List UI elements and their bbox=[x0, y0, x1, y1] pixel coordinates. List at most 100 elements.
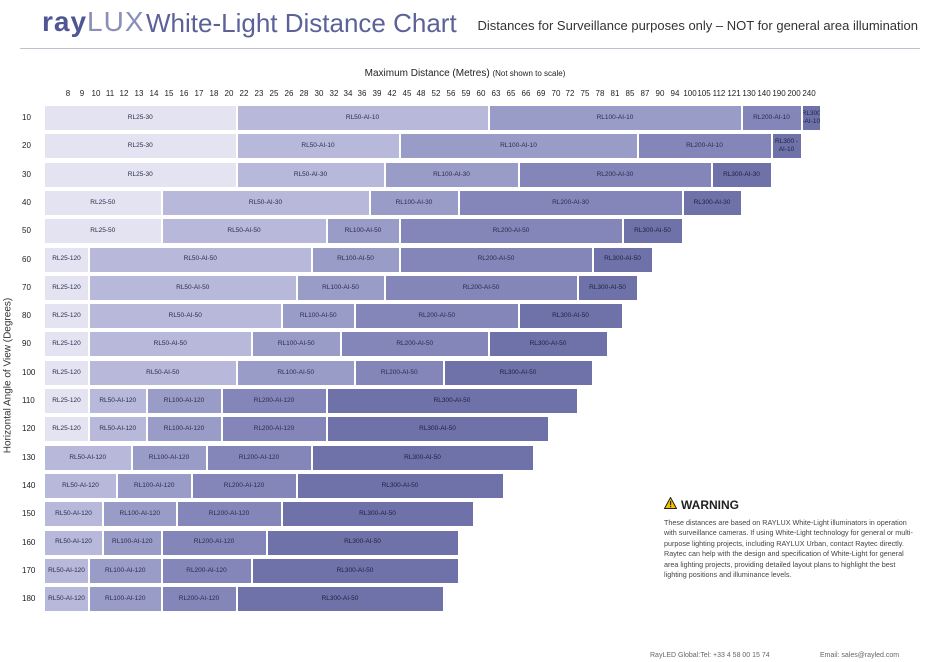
range-bar-segment: RL50-AI-10 bbox=[236, 133, 400, 160]
range-bar-segment: RL100-AI-120 bbox=[146, 416, 222, 443]
range-bar-segment: RL25-120 bbox=[44, 303, 89, 330]
range-bar-segment: RL25-30 bbox=[44, 105, 237, 131]
range-bar-segment: RL200-AI-120 bbox=[161, 586, 237, 613]
x-tick-label: 22 bbox=[239, 89, 249, 98]
warning-triangle-icon bbox=[663, 496, 678, 512]
range-bar-segment: RL50-AI-120 bbox=[44, 501, 103, 528]
range-bar-segment: RL25-120 bbox=[44, 274, 89, 301]
range-bar-segment: RL50-AI-30 bbox=[236, 161, 385, 188]
range-bar-segment: RL25-120 bbox=[44, 359, 89, 386]
range-bar-segment: RL50-AI-120 bbox=[44, 444, 132, 471]
range-bar-segment: RL300-AI-50 bbox=[281, 501, 474, 528]
x-tick-label: 75 bbox=[580, 89, 590, 98]
page-title: White-Light Distance Chart bbox=[146, 8, 457, 38]
x-axis-note: (Not shown to scale) bbox=[492, 69, 566, 78]
y-tick-label: 170 bbox=[22, 565, 36, 575]
range-bar-segment: RL25-30 bbox=[44, 133, 237, 160]
x-tick-label: 90 bbox=[655, 89, 665, 98]
range-bar-segment: RL200-AI-50 bbox=[384, 274, 578, 301]
range-bar-segment: RL50-AI-30 bbox=[161, 189, 370, 216]
x-tick-label: 28 bbox=[299, 89, 309, 98]
range-bar-segment: RL100-AI-120 bbox=[103, 529, 162, 556]
range-bar-segment: RL100-AI-50 bbox=[311, 246, 400, 273]
range-bar-segment: RL200-AI-50 bbox=[355, 303, 519, 330]
x-tick-label: 45 bbox=[402, 89, 412, 98]
page-subtitle: Distances for Surveillance purposes only… bbox=[477, 18, 918, 33]
x-tick-label: 36 bbox=[357, 89, 367, 98]
range-bar-segment: RL300-AI-50 bbox=[592, 246, 653, 273]
y-tick-label: 50 bbox=[22, 226, 31, 236]
range-bar-segment: RL50-AI-120 bbox=[44, 557, 89, 584]
range-bar-segment: RL50-AI-120 bbox=[44, 586, 89, 613]
x-tick-label: 240 bbox=[802, 89, 816, 98]
range-bar-segment: RL50-AI-120 bbox=[89, 416, 147, 443]
x-tick-label: 52 bbox=[431, 89, 441, 98]
x-tick-label: 121 bbox=[727, 89, 741, 98]
range-bar-segment: RL300 -AI-10 bbox=[771, 133, 802, 160]
range-bar-segment: RL100-AI-120 bbox=[131, 444, 207, 471]
x-tick-label: 48 bbox=[416, 89, 426, 98]
y-tick-label: 80 bbox=[22, 311, 31, 321]
range-bar-segment: RL50-AI-120 bbox=[89, 388, 147, 414]
range-bar-segment: RL300-AI-50 bbox=[296, 472, 504, 499]
range-bar-segment: RL25-120 bbox=[44, 246, 89, 273]
x-tick-label: 72 bbox=[565, 89, 575, 98]
x-tick-label: 112 bbox=[712, 89, 726, 98]
range-bar-segment: RL100-AI-120 bbox=[146, 388, 222, 414]
range-bar-segment: RL300-AI-50 bbox=[443, 359, 593, 386]
footer-telephone: RayLED Global:Tel: +33 4 58 00 15 74 bbox=[650, 652, 770, 659]
x-tick-label: 56 bbox=[446, 89, 456, 98]
range-bar-segment: RL300-AI-50 bbox=[326, 416, 549, 443]
x-tick-label: 26 bbox=[284, 89, 294, 98]
x-tick-label: 15 bbox=[164, 89, 174, 98]
x-tick-label: 105 bbox=[697, 89, 711, 98]
range-bar-segment: RL300-AI-50 bbox=[311, 444, 534, 471]
range-bar-segment: RL50-AI-120 bbox=[44, 472, 117, 499]
range-bar-segment: RL100-AI-120 bbox=[117, 472, 192, 499]
x-tick-label: 63 bbox=[491, 89, 501, 98]
range-bar-segment: RL200-AI-120 bbox=[161, 557, 252, 584]
y-tick-label: 20 bbox=[22, 141, 31, 151]
x-tick-label: 12 bbox=[119, 89, 129, 98]
y-tick-label: 160 bbox=[22, 537, 36, 547]
range-bar-segment: RL25-120 bbox=[44, 388, 89, 414]
range-bar-segment: RL100-AI-10 bbox=[399, 133, 638, 160]
range-bar-segment: RL200-AI-120 bbox=[191, 472, 297, 499]
range-bar-segment: RL300-AI-50 bbox=[251, 557, 459, 584]
range-bar-segment: RL50-AI-50 bbox=[161, 218, 327, 245]
x-tick-label: 100 bbox=[683, 89, 697, 98]
range-bar-segment: RL100-AI-10 bbox=[488, 105, 742, 131]
y-tick-label: 110 bbox=[22, 396, 35, 405]
range-bar-segment: RL300-AI-30 bbox=[682, 189, 742, 216]
x-tick-label: 32 bbox=[329, 89, 339, 98]
range-bar-segment: RL200-AI-50 bbox=[341, 331, 489, 358]
range-bar-segment: RL100-AI-50 bbox=[326, 218, 400, 245]
x-tick-label: 39 bbox=[372, 89, 382, 98]
warning-title: WARNING bbox=[681, 497, 739, 512]
warning-box: WARNING These distances are based on RAY… bbox=[663, 496, 914, 581]
footer-email: Email: sales@rayled.com bbox=[820, 652, 900, 659]
range-bar-segment: RL25-50 bbox=[44, 189, 162, 216]
range-bar-segment: RL200-AI-30 bbox=[518, 161, 712, 188]
x-tick-label: 140 bbox=[757, 89, 771, 98]
range-bar-segment: RL300-AI-30 bbox=[711, 161, 772, 188]
x-tick-label: 59 bbox=[461, 89, 471, 98]
x-tick-label: 9 bbox=[79, 89, 85, 98]
x-tick-label: 200 bbox=[787, 89, 801, 98]
x-tick-label: 87 bbox=[640, 89, 650, 98]
x-tick-label: 20 bbox=[224, 89, 234, 98]
range-bar-segment: RL50-AI-50 bbox=[89, 331, 252, 358]
x-tick-label: 30 bbox=[314, 89, 324, 98]
x-tick-label: 17 bbox=[194, 89, 204, 98]
range-bar-segment: RL25-120 bbox=[44, 416, 89, 443]
x-tick-label: 70 bbox=[551, 89, 561, 98]
warning-text: These distances are based on RAYLUX Whit… bbox=[664, 518, 913, 580]
range-bar-segment: RL300-AI-50 bbox=[236, 586, 444, 613]
range-bar-segment: RL300-AI-50 bbox=[488, 331, 608, 358]
x-tick-label: 65 bbox=[506, 89, 516, 98]
range-bar-segment: RL200-AI-50 bbox=[399, 246, 593, 273]
range-bar-segment: RL25-120 bbox=[44, 331, 89, 358]
x-tick-label: 42 bbox=[387, 89, 397, 98]
x-tick-label: 66 bbox=[521, 89, 531, 98]
